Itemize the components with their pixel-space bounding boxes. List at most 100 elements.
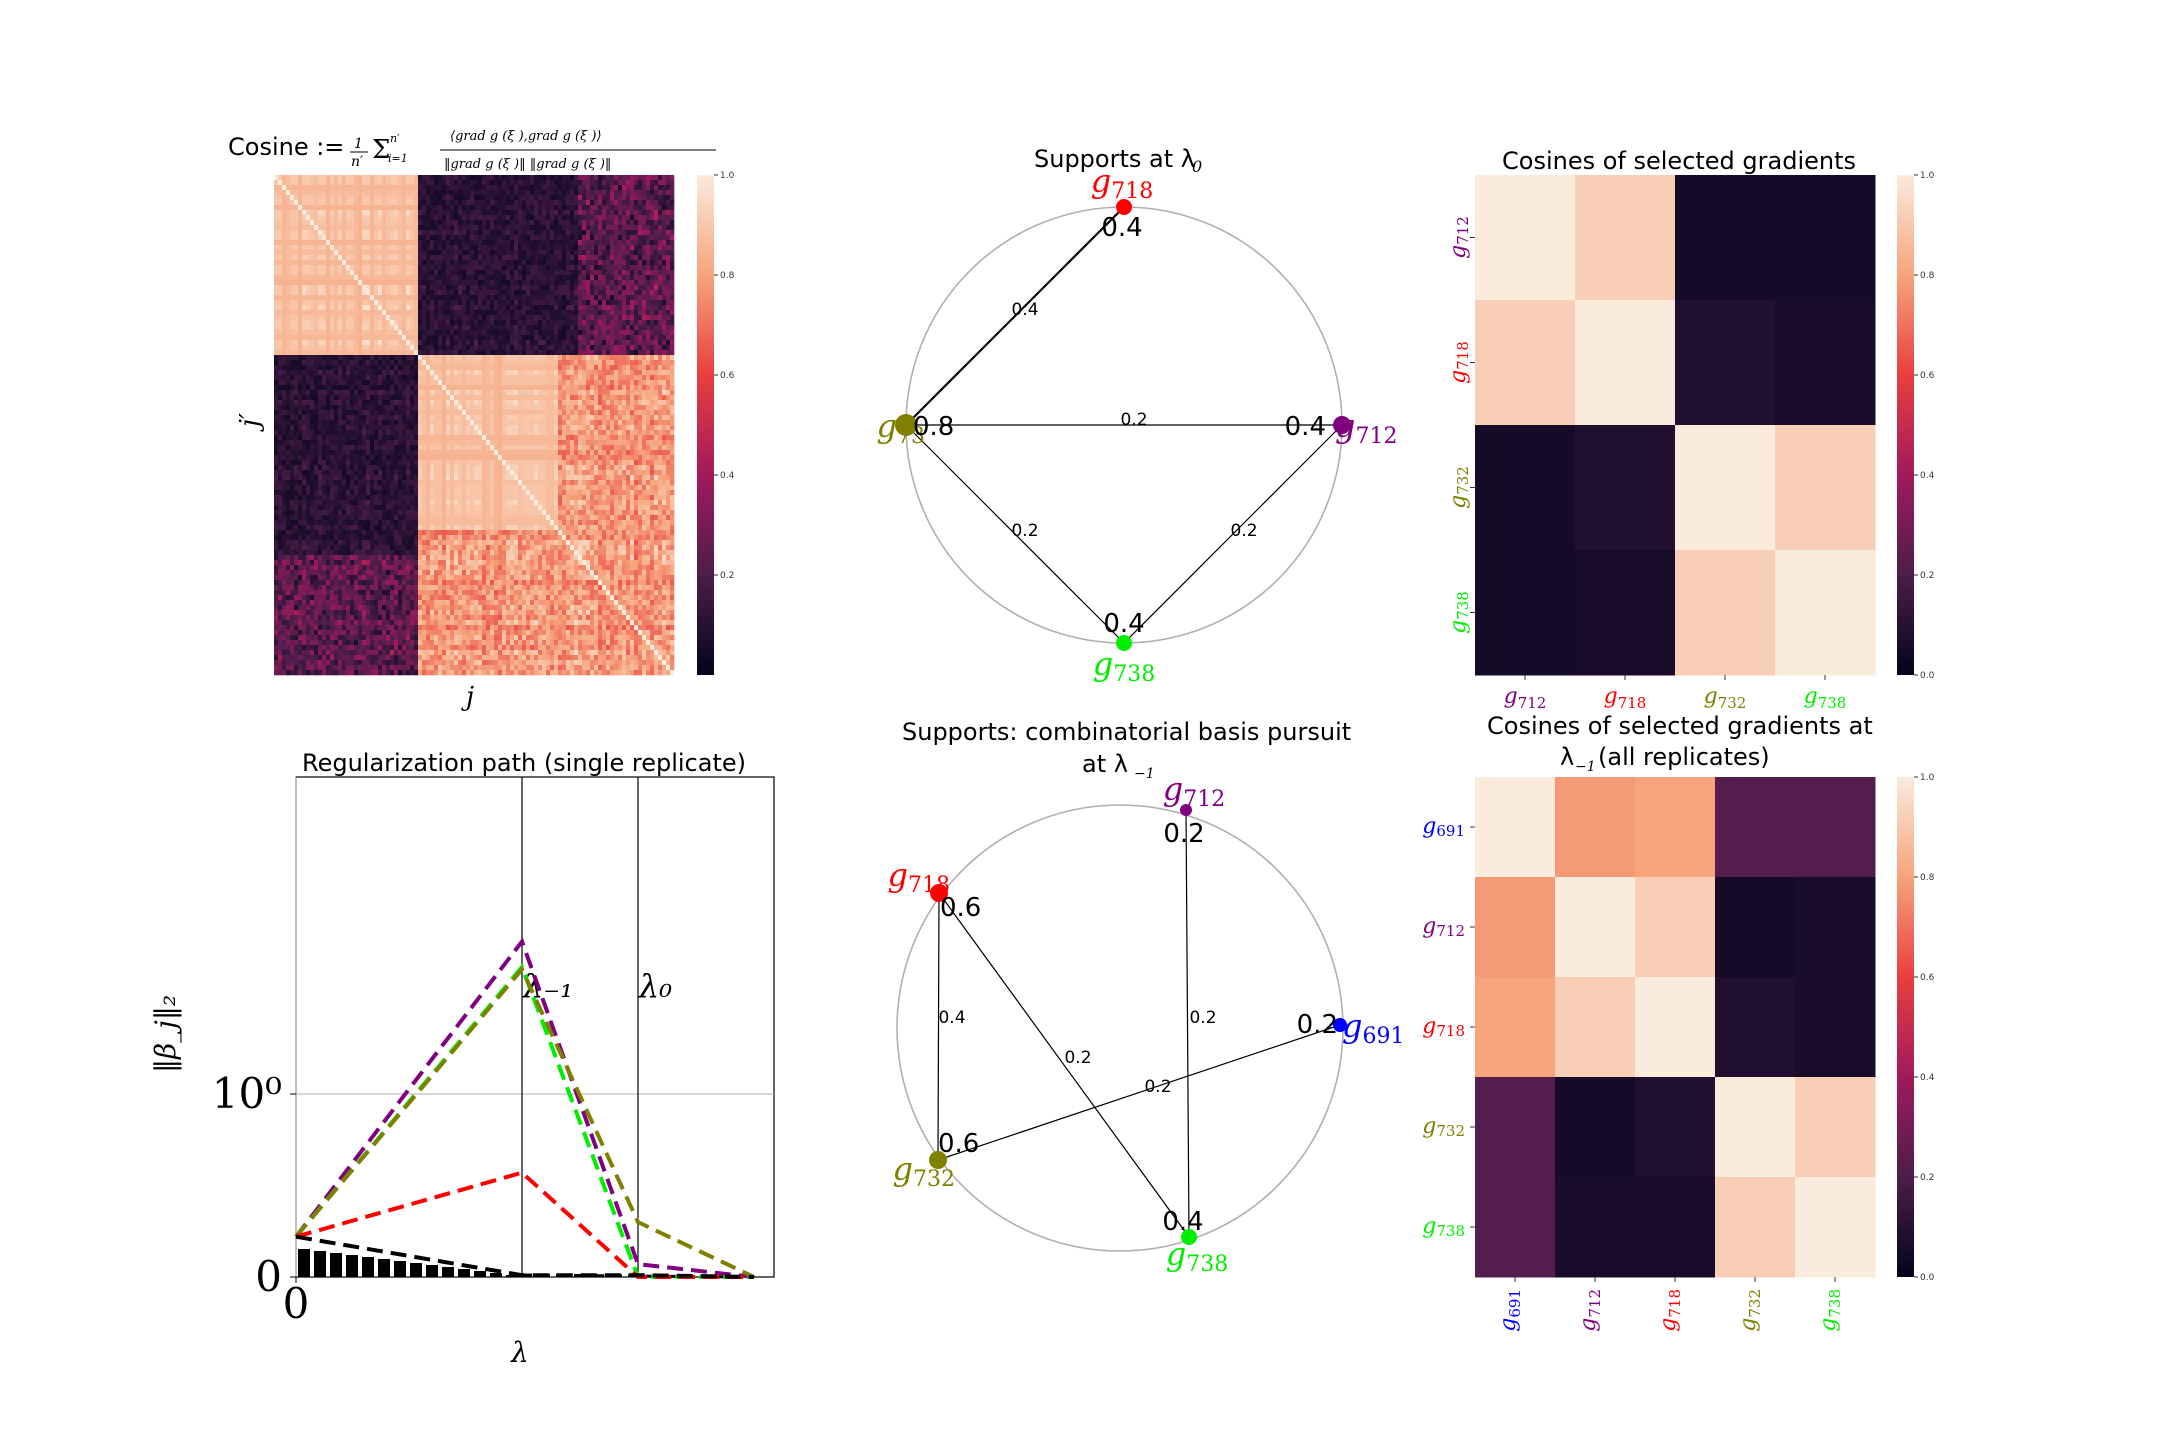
heatmap-cell (302, 380, 307, 386)
heatmap-cell (526, 305, 531, 311)
heatmap-cell (282, 355, 287, 361)
heatmap-cell (502, 420, 507, 426)
heatmap-cell (410, 315, 415, 321)
heatmap-cell (286, 370, 291, 376)
heatmap-cell (630, 200, 635, 206)
heatmap-cell (426, 365, 431, 371)
heatmap-cell (538, 345, 543, 351)
heatmap-cell (482, 345, 487, 351)
heatmap-cell (422, 350, 427, 356)
heatmap-cell (482, 215, 487, 221)
heatmap-cell (382, 420, 387, 426)
heatmap-cell (346, 285, 351, 291)
heatmap-cell (546, 395, 551, 401)
heatmap-cell (378, 240, 383, 246)
heatmap-cell (502, 195, 507, 201)
heatmap-cell (638, 245, 643, 251)
heatmap-cell (618, 380, 623, 386)
heatmap-cell (374, 245, 379, 251)
heatmap-cell (414, 255, 419, 261)
heatmap-cell (658, 370, 663, 376)
heatmap-cell (326, 275, 331, 281)
heatmap-cell (310, 285, 315, 291)
heatmap-cell (394, 400, 399, 406)
heatmap-cell (298, 305, 303, 311)
heatmap-cell (650, 415, 655, 421)
heatmap-cell (506, 305, 511, 311)
heatmap-cell (582, 330, 587, 336)
heatmap-cell (666, 290, 671, 296)
heatmap-cell (394, 200, 399, 206)
heatmap-cell (418, 385, 423, 391)
heatmap-cell (346, 340, 351, 346)
heatmap-cell (334, 315, 339, 321)
heatmap-cell (626, 325, 631, 331)
heatmap-cell (582, 235, 587, 241)
heatmap-cell (362, 205, 367, 211)
heatmap-cell (582, 270, 587, 276)
heatmap-cell (278, 415, 283, 421)
heatmap-cell (386, 295, 391, 301)
heatmap-cell (374, 300, 379, 306)
heatmap-cell (422, 280, 427, 286)
heatmap-cell (486, 255, 491, 261)
heatmap-cell (610, 350, 615, 356)
heatmap-cell (454, 180, 459, 186)
heatmap-cell (482, 330, 487, 336)
heatmap-cell (382, 395, 387, 401)
heatmap-cell (438, 300, 443, 306)
heatmap-cell (534, 275, 539, 281)
heatmap-cell (430, 175, 435, 181)
heatmap-cell (490, 345, 495, 351)
heatmap-cell (454, 175, 459, 181)
heatmap-cell (498, 390, 503, 396)
heatmap-cell (382, 310, 387, 316)
heatmap-cell (642, 355, 647, 361)
heatmap-cell (506, 300, 511, 306)
heatmap-cell (318, 345, 323, 351)
heatmap-cell (358, 270, 363, 276)
heatmap-cell (470, 350, 475, 356)
heatmap-cell (374, 305, 379, 311)
heatmap-cell (410, 280, 415, 286)
heatmap-cell (414, 305, 419, 311)
heatmap-cell (298, 175, 303, 181)
heatmap-cell (642, 400, 647, 406)
heatmap-cell (398, 195, 403, 201)
heatmap-cell (582, 180, 587, 186)
heatmap-cell (426, 330, 431, 336)
heatmap-cell (506, 255, 511, 261)
heatmap-cell (662, 350, 667, 356)
heatmap-cell (462, 405, 467, 411)
heatmap-cell (518, 415, 523, 421)
heatmap-cell (454, 270, 459, 276)
heatmap-cell (654, 315, 659, 321)
heatmap-cell (446, 325, 451, 331)
heatmap-cell (414, 270, 419, 276)
heatmap-cell (570, 205, 575, 211)
heatmap-cell (338, 250, 343, 256)
heatmap-cell (502, 355, 507, 361)
heatmap-cell (382, 275, 387, 281)
heatmap-cell (478, 210, 483, 216)
heatmap-cell (546, 405, 551, 411)
heatmap-cell (614, 265, 619, 271)
heatmap-cell (546, 205, 551, 211)
heatmap-cell (506, 235, 511, 241)
heatmap-cell (406, 205, 411, 211)
heatmap-cell (414, 195, 419, 201)
heatmap-cell (410, 360, 415, 366)
heatmap-cell (566, 350, 571, 356)
heatmap-cell (286, 405, 291, 411)
heatmap-cell (370, 380, 375, 386)
heatmap-cell (622, 185, 627, 191)
heatmap-cell (442, 265, 447, 271)
heatmap-cell (670, 220, 675, 226)
heatmap-cell (390, 345, 395, 351)
heatmap-cell (306, 345, 311, 351)
heatmap-cell (390, 315, 395, 321)
heatmap-cell (666, 370, 671, 376)
heatmap-cell (670, 415, 675, 421)
heatmap-cell (586, 355, 591, 361)
heatmap-cell (514, 380, 519, 386)
